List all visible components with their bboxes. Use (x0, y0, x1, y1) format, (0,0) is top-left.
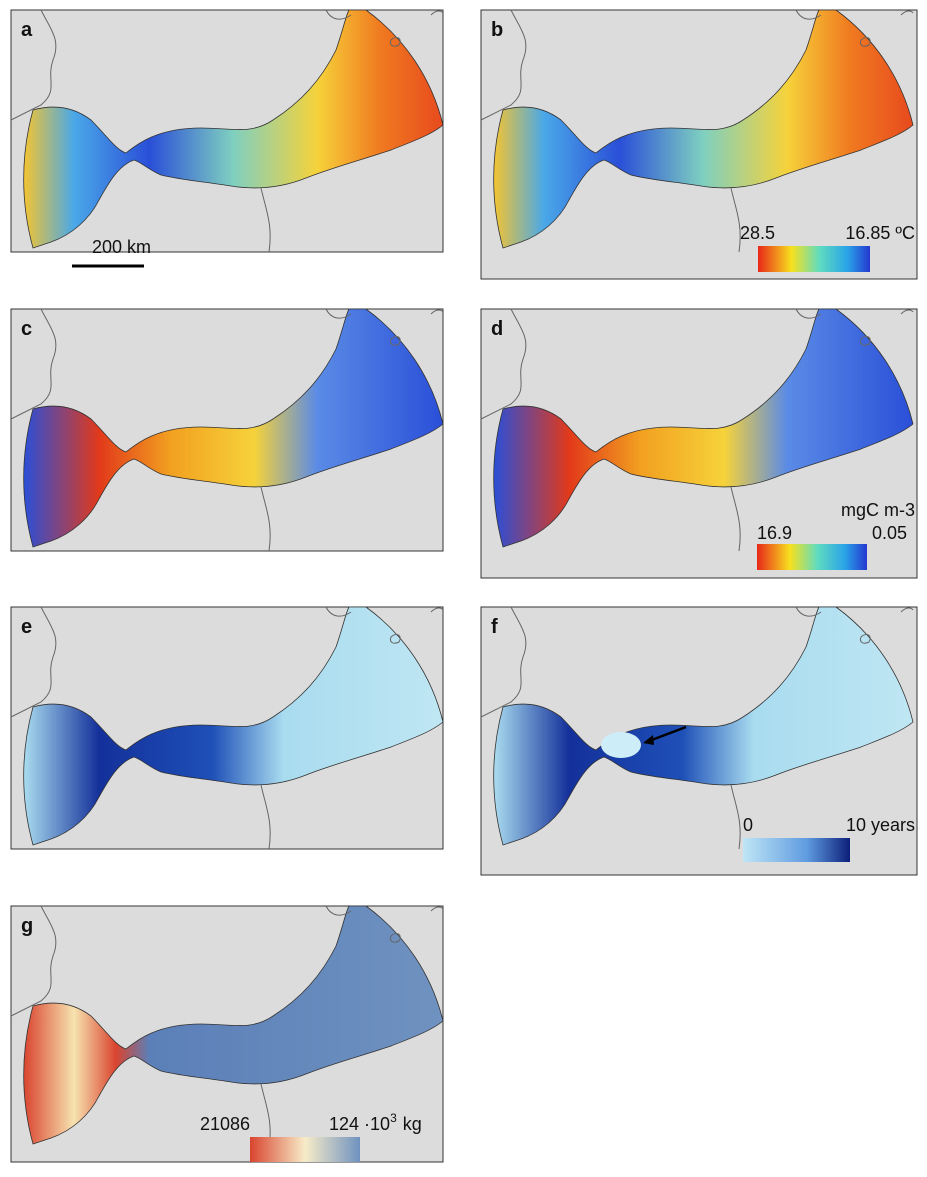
figure: a 200 km b 28.5 16.85 ºC c d mgC m-3 16.… (0, 0, 927, 1172)
colorbar (758, 246, 870, 272)
colorbar-max: 0.05 (872, 523, 907, 543)
colorbar-max-main: 124 ·10 (329, 1114, 390, 1134)
panel-label: b (491, 19, 503, 41)
colorbar-min: 0 (743, 815, 753, 835)
panel-label: g (21, 915, 33, 937)
panel-label: a (21, 19, 33, 41)
colorbar-min: 28.5 (740, 223, 775, 243)
panel-c: c (11, 309, 443, 551)
colorbar-max: 10 years (846, 815, 915, 835)
panel-b: b 28.5 16.85 ºC (481, 10, 917, 279)
colorbar (250, 1137, 360, 1162)
colorbar-max-sup: 3 (390, 1111, 397, 1125)
scale-bar-label: 200 km (92, 237, 151, 257)
panel-label: f (491, 616, 498, 638)
eddy (601, 732, 641, 758)
panel-label: e (21, 616, 32, 638)
colorbar (743, 838, 850, 862)
colorbar-min: 16.9 (757, 523, 792, 543)
panel-label: c (21, 318, 32, 340)
panel-e: e (11, 607, 443, 849)
panel-f: f 0 10 years (481, 607, 917, 875)
colorbar-unit: mgC m-3 (841, 500, 915, 520)
panel-label: d (491, 318, 503, 340)
colorbar (757, 544, 867, 570)
panel-a: a 200 km (11, 10, 443, 266)
colorbar-min: 21086 (200, 1114, 250, 1134)
colorbar-max: 124 ·103 kg (329, 1111, 422, 1134)
colorbar-max-unit: kg (403, 1114, 422, 1134)
panel-g: g 21086 124 ·103 kg (11, 906, 443, 1162)
panel-d: d mgC m-3 16.9 0.05 (481, 309, 917, 578)
colorbar-max: 16.85 ºC (845, 223, 915, 243)
